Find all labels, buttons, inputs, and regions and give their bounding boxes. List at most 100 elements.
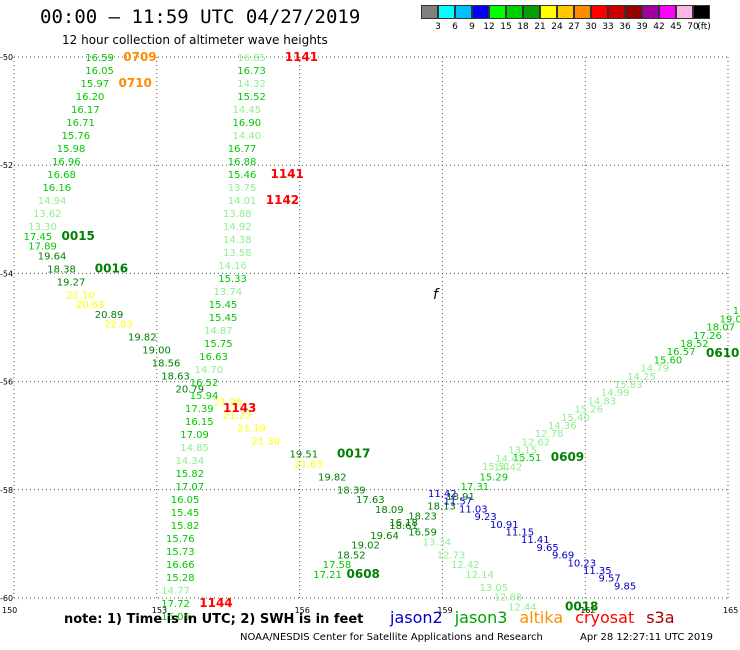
wave-height-label: 16.05 [171,495,200,506]
wave-height-label: 15.83 [614,380,643,391]
wave-height-label: 11.35 [583,566,612,577]
wave-height-label: 20.63 [76,300,105,311]
wave-height-label: 12.44 [508,602,537,613]
legend-label: 9 [469,22,475,32]
legend-label: 21 [534,22,546,32]
wave-height-label: 19.02 [351,541,380,552]
wave-height-label: 16.77 [228,144,257,155]
wave-height-label: 14.34 [176,456,205,467]
wave-height-label: 15.45 [209,300,238,311]
wave-height-label: 17.39 [185,404,214,415]
wave-height-label: 16.18 [389,518,418,529]
map-title: 00:00 – 11:59 UTC 04/27/2019 [40,6,361,28]
wave-height-label: 13.88 [223,209,252,220]
legend-swatch [506,5,523,19]
wave-height-label: 14.45 [233,105,262,116]
legend-swatch [591,5,608,19]
wave-height-label: 18.91 [446,492,475,503]
wave-height-label: 18.52 [337,550,366,561]
wave-height-label: 15.73 [166,547,195,558]
wave-height-label: 16 [733,306,740,317]
map-grid [13,56,729,599]
wave-height-label: 18.61 [389,521,418,532]
legend-swatch [659,5,676,19]
wave-height-label: 15.97 [81,79,110,90]
legend-swatches [421,5,710,19]
wave-height-label: 9.57 [599,574,621,585]
legend-label: 39 [636,22,648,32]
wave-height-label: 16.17 [71,105,100,116]
x-tick-label: 153 [152,606,167,615]
legend-label: 33 [602,22,614,32]
pass-time-label: 0609 [551,450,584,464]
wave-height-label: 14.32 [237,79,266,90]
satellite-label-cryosat: cryosat [575,608,635,627]
wave-height-label: 21.10 [66,290,95,301]
legend-label: 36 [619,22,631,32]
y-tick-label: -54 [0,269,13,278]
wave-height-label: 21.95 [214,398,243,409]
wave-height-label: 15.60 [654,355,683,366]
wave-height-label: 13.15 [508,446,537,457]
wave-height-label: 11.42 [428,489,457,500]
wave-height-label: 17.09 [180,430,209,441]
wave-height-label: 19.64 [370,531,399,542]
y-tick-label: -60 [0,594,13,603]
legend-label: 15 [500,22,512,32]
wave-height-label: 18.23 [408,511,437,522]
x-tick-label: 165 [723,606,738,615]
wave-height-label: 17.45 [24,232,53,243]
legend-swatch [557,5,574,19]
legend-label: 3 [435,22,441,32]
wave-height-label: 17.89 [28,242,57,253]
legend-swatch [540,5,557,19]
wave-height-label: 19.64 [38,251,67,262]
pass-time-label: 1143 [223,401,256,415]
wave-height-label: 18.07 [706,323,735,334]
satellite-label-jason2: jason2 [390,608,443,627]
satellite-label-s3a: s3a [646,608,675,627]
wave-height-label: 15.51 [513,453,542,464]
satellite-legend: jason2 jason3 altika cryosat s3a [390,608,687,627]
wave-height-label: 17.21 [313,570,342,581]
wave-height-label: 16.71 [66,118,95,129]
credit-text: NOAA/NESDIS Center for Satellite Applica… [240,632,543,643]
y-tick-label: -56 [0,378,13,387]
wave-height-label: 21.63 [294,459,323,470]
timestamp-text: Apr 28 12:27:11 UTC 2019 [580,632,713,643]
legend-label: 45 [670,22,682,32]
wave-height-label: 14.92 [223,222,252,233]
wave-height-label: 13.34 [423,537,452,548]
wave-height-label: 13.05 [480,583,509,594]
wave-height-label: 15.76 [62,131,91,142]
legend-label: 70 [687,22,699,32]
wave-height-label: 16.52 [190,378,219,389]
wave-height-label: 19.82 [318,472,347,483]
legend-label: (ft) [697,22,711,32]
wave-height-label: 16.05 [85,66,114,77]
legend-swatch [676,5,693,19]
wave-height-label: 17.72 [161,599,190,610]
legend-swatch [421,5,438,19]
wave-height-label: 15.82 [176,469,205,480]
pass-time-label: 1144 [199,596,232,610]
wave-height-label: 19.27 [57,277,86,288]
footer-note: note: 1) Time is in UTC; 2) SWH is in fe… [64,612,364,627]
wave-height-label: 15.45 [209,313,238,324]
pass-time-label: 1142 [266,193,299,207]
wave-height-label: 14.40 [233,131,262,142]
wave-height-label: 14.16 [218,261,247,272]
wave-height-label: 17.58 [323,560,352,571]
pass-time-label: 0710 [119,76,152,90]
y-tick-label: -50 [0,53,13,62]
wave-height-label: 12.42 [451,560,480,571]
wave-height-label: 16.68 [47,170,76,181]
legend-swatch [489,5,506,19]
map-subtitle: 12 hour collection of altimeter wave hei… [62,33,328,47]
wave-height-label: 12.73 [437,550,466,561]
legend-swatch [574,5,591,19]
wave-height-label: 13.30 [28,222,57,233]
wave-height-label: 14.01 [228,196,257,207]
legend-swatch [472,5,489,19]
